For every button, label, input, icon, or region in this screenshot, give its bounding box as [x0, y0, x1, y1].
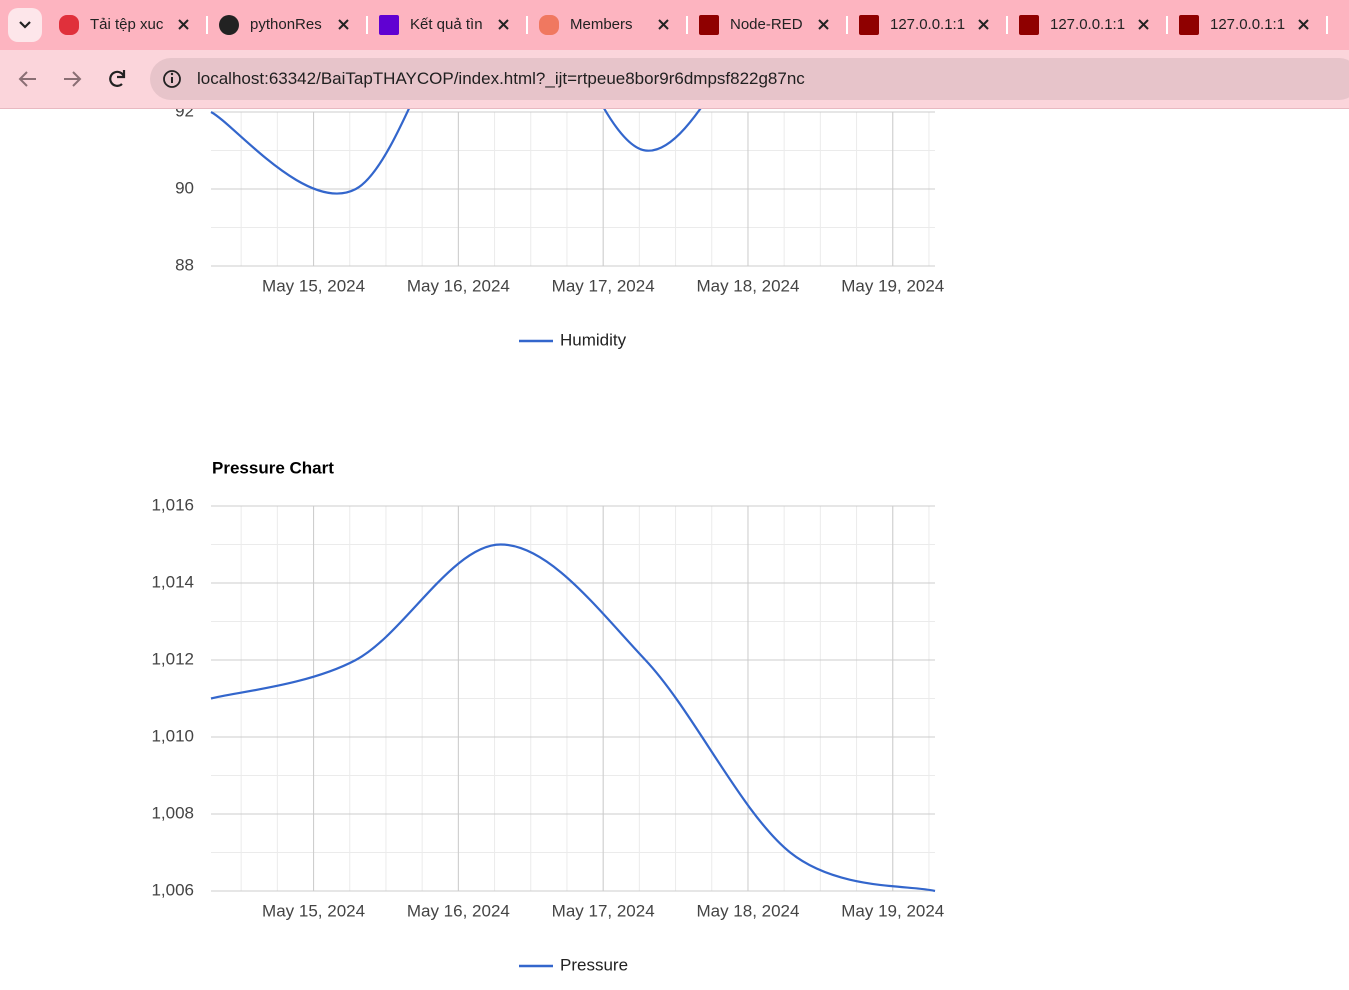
tab-close[interactable]	[974, 10, 994, 40]
tab-separator	[686, 16, 688, 34]
back-button[interactable]	[18, 71, 36, 87]
y-tick-label: 1,016	[151, 495, 194, 514]
tab[interactable]: 127.0.0.1:1	[1018, 10, 1168, 40]
forward-button[interactable]	[64, 71, 82, 87]
tab-separator	[1166, 16, 1168, 34]
tab-close[interactable]	[494, 10, 514, 40]
chevron-icon	[19, 21, 31, 29]
tab-separator	[206, 16, 208, 34]
tab-search-button[interactable]	[8, 8, 42, 42]
tab-close[interactable]	[1294, 10, 1314, 40]
data-line	[210, 543, 936, 893]
toolbar: localhost:63342/BaiTapTHAYCOP/index.html…	[0, 50, 1349, 109]
tab[interactable]: 127.0.0.1:1	[858, 10, 1008, 40]
tab-title: 127.0.0.1:1	[1210, 16, 1286, 33]
tab-title: Members	[570, 16, 633, 33]
tab-title: Node-RED	[730, 16, 803, 33]
tab-close[interactable]	[814, 10, 834, 40]
tab-title: 127.0.0.1:1	[890, 16, 966, 33]
tab-separator	[526, 16, 528, 34]
tab-strip: Tải tệp xuc pythonRes Kết quả tìn Members No…	[0, 0, 1349, 50]
x-tick-label: May 16, 2024	[407, 276, 510, 295]
tab[interactable]: Tải tệp xuc	[58, 10, 208, 40]
x-tick-label: May 19, 2024	[841, 276, 944, 295]
tab-icon	[59, 15, 79, 35]
tab-title: Kết quả tìn	[410, 16, 483, 33]
tab-separator	[846, 16, 848, 34]
tab-icon	[219, 15, 239, 35]
tab[interactable]: Members	[538, 10, 688, 40]
tab-icon	[1179, 15, 1199, 35]
tab-separator	[366, 16, 368, 34]
x-tick-label: May 19, 2024	[841, 901, 944, 920]
tab-close[interactable]	[654, 10, 674, 40]
x-tick-label: May 17, 2024	[552, 276, 655, 295]
legend-label: Humidity	[560, 330, 627, 349]
tab-close[interactable]	[334, 10, 354, 40]
x-tick-label: May 15, 2024	[262, 276, 365, 295]
nav-buttons	[18, 70, 126, 87]
tab-separator	[1326, 16, 1328, 34]
y-tick-label: 1,008	[151, 803, 194, 822]
tab-icon	[699, 15, 719, 35]
y-tick-label: 1,012	[151, 649, 194, 668]
x-tick-label: May 18, 2024	[696, 276, 799, 295]
address-field[interactable]: localhost:63342/BaiTapTHAYCOP/index.html…	[150, 58, 1349, 100]
url-text: localhost:63342/BaiTapTHAYCOP/index.html…	[197, 69, 805, 88]
site-info-icon[interactable]	[154, 58, 194, 100]
y-tick-label: 1,014	[151, 572, 194, 591]
x-tick-label: May 16, 2024	[407, 901, 510, 920]
tab-close[interactable]	[1134, 10, 1154, 40]
tab-close[interactable]	[174, 10, 194, 40]
tab-icon	[1019, 15, 1039, 35]
tab[interactable]: 127.0.0.1:1	[1178, 10, 1328, 40]
x-tick-label: May 18, 2024	[696, 901, 799, 920]
tab-separator	[1006, 16, 1008, 34]
x-tick-label: May 17, 2024	[552, 901, 655, 920]
tab-title: 127.0.0.1:1	[1050, 16, 1126, 33]
tab-title: pythonRes	[250, 16, 322, 33]
tab-icon	[859, 15, 879, 35]
y-tick-label: 1,010	[151, 726, 194, 745]
reload-button[interactable]	[109, 70, 126, 87]
tab[interactable]: Kết quả tìn	[378, 10, 528, 40]
tab-icon	[379, 15, 399, 35]
tab-icon	[539, 15, 559, 35]
y-tick-label: 1,006	[151, 880, 194, 899]
legend-label: Pressure	[560, 955, 628, 974]
tab[interactable]: Node-RED	[698, 10, 848, 40]
chart-title: Pressure Chart	[212, 458, 334, 477]
y-tick-label: 90	[175, 178, 194, 197]
y-tick-label: 88	[175, 255, 194, 274]
x-tick-label: May 15, 2024	[262, 901, 365, 920]
tab-title: Tải tệp xuc	[90, 16, 164, 33]
tab[interactable]: pythonRes	[218, 10, 368, 40]
